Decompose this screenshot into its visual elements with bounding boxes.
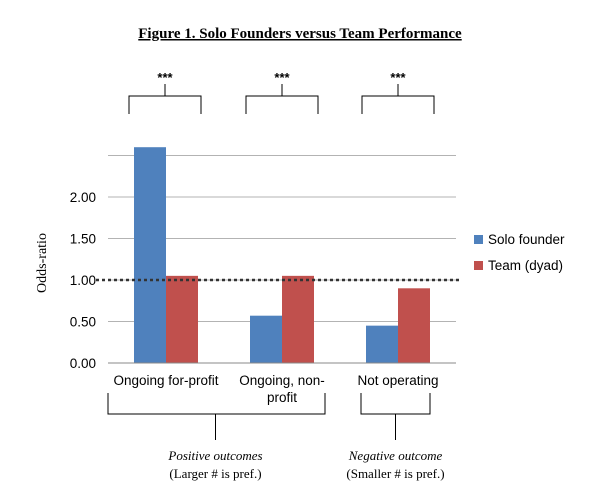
y-tick-label: 2.00	[70, 190, 96, 205]
y-tick-label: 1.00	[70, 273, 96, 288]
legend-label: Team (dyad)	[488, 258, 563, 273]
bars	[134, 147, 430, 363]
legend-swatch	[474, 235, 483, 244]
significance-brackets: *** *** ***	[128, 70, 435, 114]
figure-title: Figure 1. Solo Founders versus Team Perf…	[138, 26, 462, 42]
x-tick-labels: Ongoing for-profit Ongoing, non-profit Not…	[113, 373, 438, 405]
bar-team-dyad	[398, 288, 430, 363]
outcome-group-title: Negative outcome	[348, 448, 443, 463]
significance-marker: ***	[390, 70, 406, 85]
bar-team-dyad	[282, 275, 314, 363]
legend-label: Solo founder	[488, 232, 565, 247]
bar-team-dyad	[166, 275, 198, 363]
y-tick-label: 0.50	[70, 315, 96, 330]
significance-marker: ***	[157, 70, 173, 85]
bar-solo-founder	[366, 325, 398, 363]
outcome-group-title: Positive outcomes	[167, 448, 262, 463]
outcome-group-note: (Larger # is pref.)	[169, 466, 261, 481]
x-tick-label: Not operating	[357, 373, 438, 388]
bar-solo-founder	[250, 315, 282, 363]
y-tick-label: 0.00	[70, 356, 96, 371]
significance-bracket	[245, 95, 319, 114]
x-tick-label: profit	[267, 390, 297, 405]
significance-bracket	[128, 95, 202, 114]
outcome-group-bracket	[360, 393, 431, 415]
legend: Solo founder Team (dyad)	[474, 232, 565, 273]
y-axis-label: Odds-ratio	[35, 233, 50, 293]
legend-swatch	[474, 261, 483, 270]
significance-bracket	[361, 95, 435, 114]
outcome-group-brackets: Positive outcomes (Larger # is pref.) Nega…	[107, 393, 445, 481]
outcome-group-note: (Smaller # is pref.)	[346, 466, 444, 481]
y-tick-label: 1.50	[70, 232, 96, 247]
y-tick-labels: 0.00 0.50 1.00 1.50 2.00	[70, 190, 96, 371]
bar-solo-founder	[134, 147, 166, 363]
significance-marker: ***	[274, 70, 290, 85]
x-tick-label: Ongoing, non-	[239, 373, 325, 388]
x-tick-label: Ongoing for-profit	[113, 373, 218, 388]
outcome-group-bracket	[107, 393, 326, 415]
